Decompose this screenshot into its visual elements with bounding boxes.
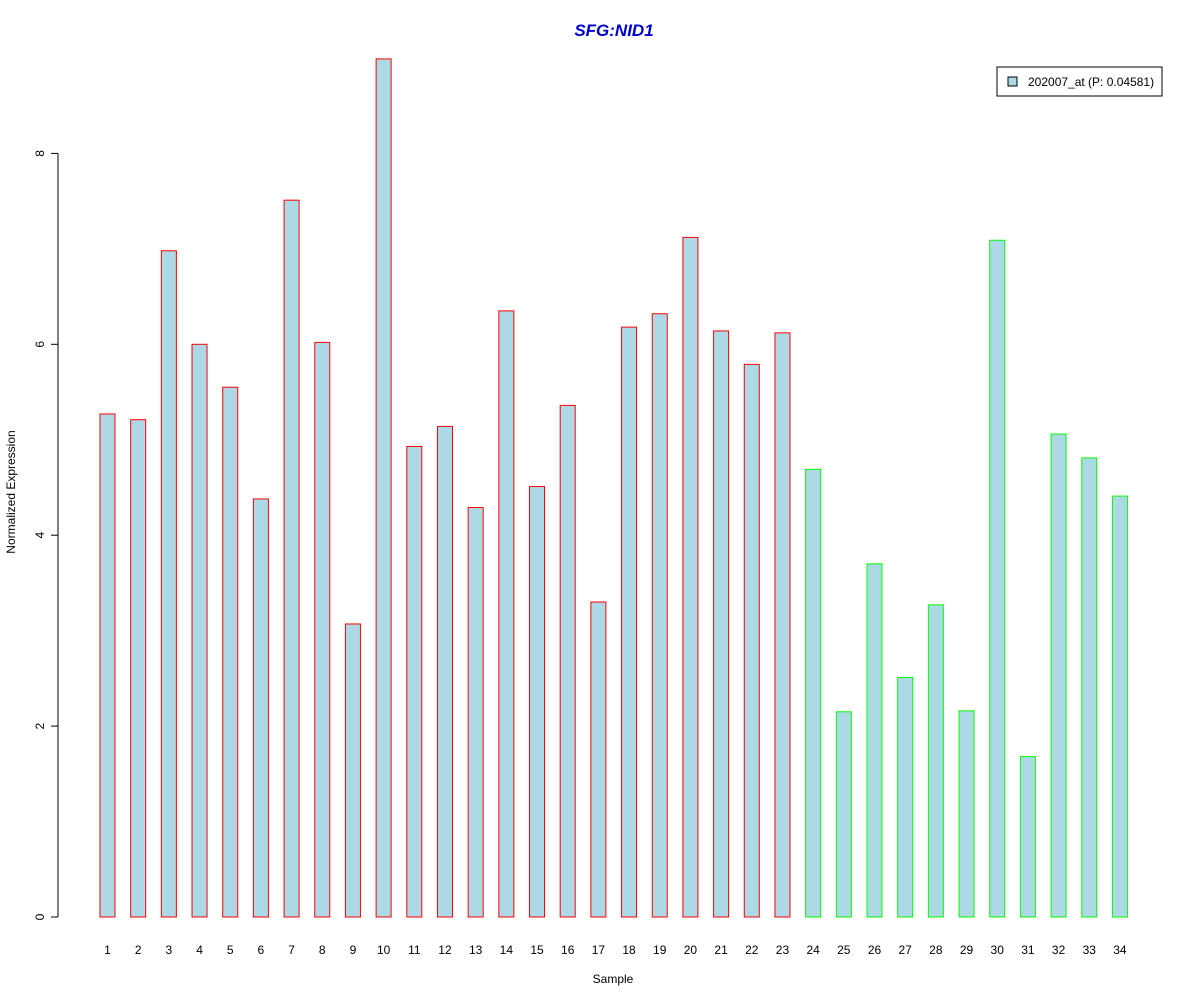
x-tick-label: 16 [561, 943, 575, 957]
y-tick-label: 2 [33, 722, 47, 729]
y-axis-label: Normalized Expression [4, 430, 18, 553]
x-tick-label: 1 [104, 943, 111, 957]
bar-sample-7 [283, 199, 300, 918]
legend: 202007_at (P: 0.04581) [996, 66, 1163, 97]
bar-sample-21 [713, 330, 730, 918]
bar-sample-22 [743, 363, 760, 918]
bar-sample-15 [529, 486, 546, 918]
x-tick-label: 3 [166, 943, 173, 957]
x-tick-label: 29 [960, 943, 974, 957]
legend-swatch [1007, 76, 1018, 87]
y-tick-label: 0 [33, 913, 47, 920]
bar-sample-29 [958, 710, 975, 918]
x-tick-label: 27 [899, 943, 913, 957]
bar-sample-10 [375, 58, 392, 918]
bar-sample-28 [927, 604, 944, 918]
bar-sample-27 [897, 676, 914, 918]
x-axis-label: Sample [593, 972, 634, 986]
bar-sample-4 [191, 343, 208, 918]
x-tick-label: 15 [530, 943, 544, 957]
y-tick-label: 6 [33, 341, 47, 348]
bar-sample-18 [621, 326, 638, 918]
x-tick-label: 5 [227, 943, 234, 957]
x-tick-label: 22 [745, 943, 759, 957]
bar-sample-20 [682, 236, 699, 918]
bar-sample-12 [436, 425, 453, 918]
y-axis: 0 2 4 6 8 [33, 150, 59, 920]
bar-sample-3 [160, 250, 177, 918]
x-tick-label: 7 [288, 943, 295, 957]
x-tick-label: 2 [135, 943, 142, 957]
bars [99, 58, 1128, 918]
x-tick-label: 31 [1021, 943, 1035, 957]
x-tick-label: 14 [500, 943, 514, 957]
x-tick-label: 19 [653, 943, 667, 957]
x-tick-label: 33 [1083, 943, 1097, 957]
bar-sample-5 [222, 386, 239, 918]
bar-sample-14 [498, 310, 515, 918]
bar-sample-2 [130, 419, 147, 918]
chart-title: SFG:NID1 [574, 21, 653, 40]
bar-sample-17 [590, 601, 607, 918]
x-tick-label: 28 [929, 943, 943, 957]
x-tick-label: 17 [592, 943, 606, 957]
bar-sample-32 [1050, 433, 1067, 918]
bar-sample-8 [314, 341, 331, 918]
x-tick-label: 26 [868, 943, 882, 957]
bar-sample-33 [1081, 457, 1098, 918]
legend-box [996, 66, 1163, 97]
x-tick-label: 11 [408, 943, 421, 957]
x-tick-label: 9 [350, 943, 357, 957]
bar-sample-6 [252, 498, 269, 918]
x-tick-label: 13 [469, 943, 483, 957]
x-tick-label: 25 [837, 943, 851, 957]
x-tick-label: 10 [377, 943, 391, 957]
bar-sample-26 [866, 563, 883, 918]
legend-label: 202007_at (P: 0.04581) [1028, 75, 1154, 89]
bar-sample-13 [467, 507, 484, 918]
bar-sample-1 [99, 413, 116, 918]
x-tick-label: 30 [991, 943, 1005, 957]
x-tick-label: 18 [622, 943, 636, 957]
y-tick-label: 8 [33, 150, 47, 157]
y-tick-label: 4 [33, 532, 47, 539]
bar-sample-16 [559, 404, 576, 918]
x-tick-labels: 1 2 3 4 5 6 7 8 9 10 11 12 13 14 15 16 17 18 19 20 21 22 23 24 2… [104, 943, 1127, 957]
x-tick-label: 12 [438, 943, 452, 957]
x-tick-label: 20 [684, 943, 698, 957]
x-tick-label: 8 [319, 943, 326, 957]
x-tick-label: 6 [258, 943, 265, 957]
bar-sample-30 [989, 239, 1006, 918]
x-tick-label: 21 [714, 943, 728, 957]
bar-sample-9 [344, 623, 361, 918]
x-tick-label: 24 [806, 943, 820, 957]
bar-sample-11 [406, 445, 423, 918]
bar-sample-23 [774, 332, 791, 918]
bar-sample-19 [651, 313, 668, 918]
x-tick-label: 32 [1052, 943, 1066, 957]
bar-sample-24 [805, 468, 822, 918]
bar-sample-31 [1019, 756, 1036, 918]
bar-sample-34 [1111, 495, 1128, 918]
bar-sample-25 [835, 711, 852, 918]
x-tick-label: 4 [196, 943, 203, 957]
x-tick-label: 23 [776, 943, 790, 957]
x-tick-label: 34 [1113, 943, 1127, 957]
